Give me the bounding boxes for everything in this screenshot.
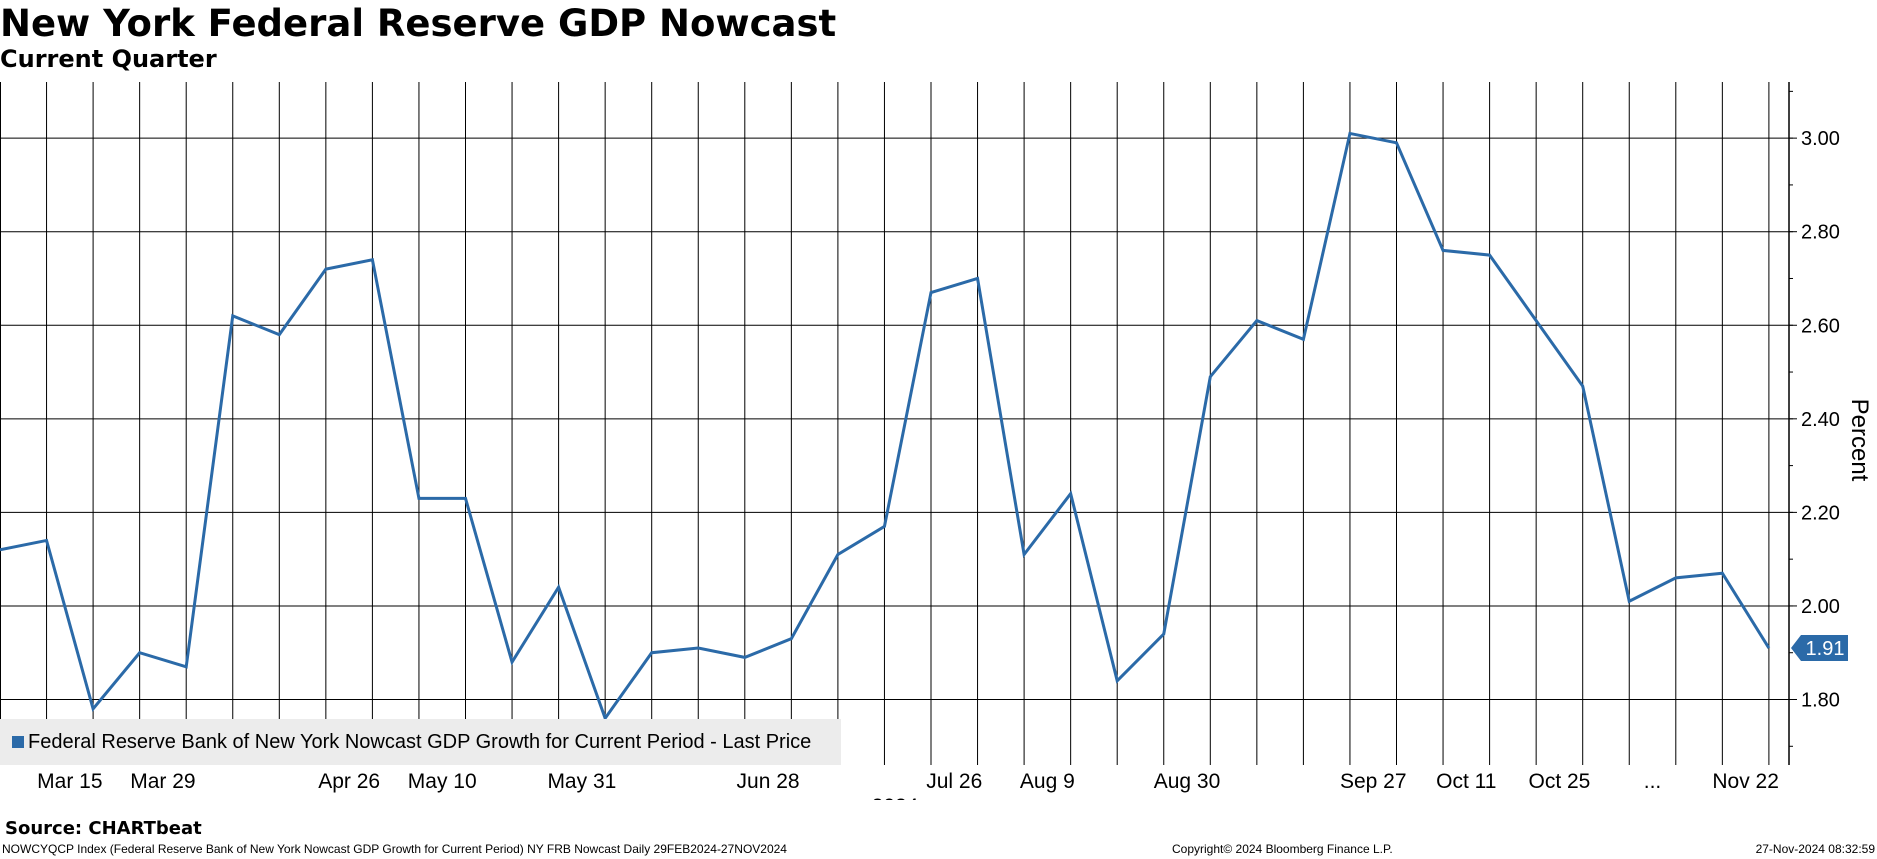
y-tick-label: 2.20	[1801, 502, 1840, 524]
x-tick-label: May 31	[547, 770, 616, 793]
x-tick-label: Jul 26	[926, 770, 982, 793]
legend-label: Federal Reserve Bank of New York Nowcast…	[28, 731, 812, 753]
y-axis-label: Percent	[1846, 399, 1873, 482]
source-note: Source: CHARTbeat	[5, 818, 202, 839]
chart-title: New York Federal Reserve GDP Nowcast	[0, 2, 837, 45]
x-tick-label: Jun 28	[737, 770, 800, 793]
x-tick-label: Mar 15	[37, 770, 102, 793]
y-tick-label: 2.00	[1801, 596, 1840, 618]
y-tick-label: 2.40	[1801, 409, 1840, 431]
footer-index-description: NOWCYQCP Index (Federal Reserve Bank of …	[2, 842, 787, 856]
footer-timestamp: 27-Nov-2024 08:32:59	[1755, 842, 1875, 856]
series-line	[0, 131, 1771, 722]
x-tick-label: Oct 25	[1528, 770, 1590, 793]
chart-subtitle: Current Quarter	[0, 45, 217, 73]
x-tick-label: Apr 26	[318, 770, 380, 793]
x-tick-label: Sep 27	[1340, 770, 1407, 793]
x-tick-label: ...	[1644, 770, 1662, 793]
legend-swatch	[12, 736, 24, 748]
x-tick-label: Nov 22	[1712, 770, 1779, 793]
x-tick-label: Aug 9	[1020, 770, 1075, 793]
last-value-badge	[1791, 635, 1848, 662]
y-tick-label: 3.00	[1801, 128, 1840, 150]
y-tick-label: 2.80	[1801, 222, 1840, 244]
last-value-label: 1.91	[1806, 638, 1845, 660]
x-year-label: 2024	[872, 795, 919, 800]
line-chart: 1.80 2.00 2.20 2.40 2.60 2.80 3.00 Percent Mar 1…	[0, 82, 1873, 800]
x-tick-label: Oct 11	[1436, 770, 1496, 793]
x-tick-label: Mar 29	[130, 770, 195, 793]
footer-copyright: Copyright© 2024 Bloomberg Finance L.P.	[1172, 842, 1393, 856]
x-tick-label: May 10	[408, 770, 477, 793]
x-tick-label: Aug 30	[1154, 770, 1221, 793]
y-tick-label: 2.60	[1801, 315, 1840, 337]
chart-legend: Federal Reserve Bank of New York Nowcast…	[0, 719, 841, 765]
y-tick-label: 1.80	[1801, 690, 1840, 712]
